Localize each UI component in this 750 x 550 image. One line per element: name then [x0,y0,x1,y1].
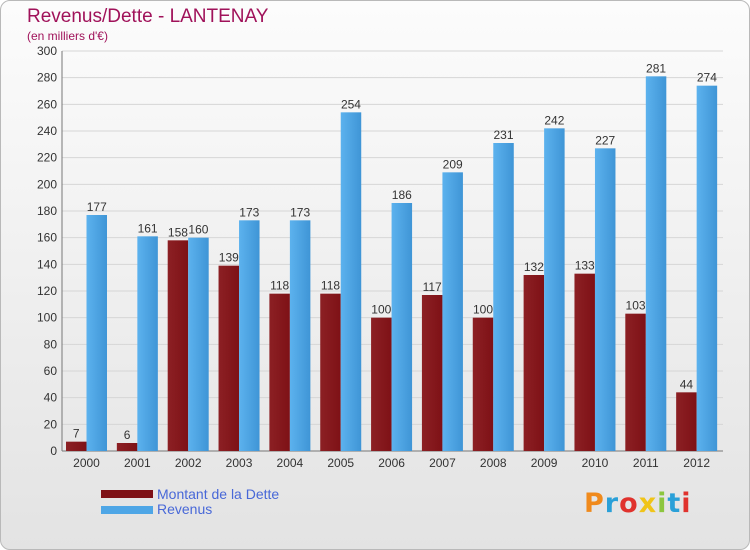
x-tick-label: 2008 [480,456,507,470]
data-label-debt: 132 [524,260,544,274]
data-label-revenue: 173 [290,205,310,219]
bar-debt [116,443,138,451]
legend-label-debt: Montant de la Dette [157,486,280,502]
legend-swatch-debt [101,490,153,498]
bar-debt [269,293,290,451]
x-tick-label: 2004 [277,456,304,470]
y-tick-label: 220 [37,151,57,165]
bar-debt [371,317,392,451]
x-tick-label: 2012 [683,456,710,470]
data-label-revenue: 177 [87,200,107,214]
bar-revenue [544,128,565,451]
bar-debt [472,317,494,451]
bar-revenue [696,85,718,452]
y-tick-label: 40 [44,391,58,405]
x-tick-label: 2009 [531,456,558,470]
data-label-revenue: 173 [239,205,259,219]
bar-revenue [86,215,107,451]
bar-debt [421,295,443,451]
data-label-revenue: 254 [341,97,361,111]
bar-revenue [594,148,616,452]
x-tick-label: 2001 [124,456,151,470]
data-label-debt: 7 [73,427,80,441]
data-label-revenue: 227 [595,133,615,147]
y-tick-label: 160 [37,231,57,245]
x-tick-label: 2003 [226,456,253,470]
data-label-debt: 100 [371,303,391,317]
chart-subtitle: (en milliers d'€) [27,29,108,43]
data-label-debt: 158 [168,225,188,239]
bar-revenue [239,220,260,451]
data-label-revenue: 231 [494,128,514,142]
y-tick-label: 180 [37,204,57,218]
data-label-revenue: 274 [697,71,717,85]
y-tick-label: 100 [37,311,57,325]
bar-revenue [137,236,158,451]
y-tick-label: 120 [37,284,57,298]
bar-revenue [442,172,463,452]
data-label-debt: 118 [321,279,340,293]
bar-debt [676,392,697,451]
bar-debt [218,265,240,451]
data-label-debt: 118 [270,279,289,293]
chart-title: Revenus/Dette - LANTENAY [27,6,269,27]
bar-debt [320,293,341,451]
data-label-revenue: 209 [443,157,463,171]
x-tick-label: 2006 [378,456,405,470]
x-tick-label: 2007 [429,456,456,470]
data-label-revenue: 242 [544,113,564,127]
bar-debt [66,441,87,451]
data-label-debt: 139 [219,251,239,265]
x-tick-label: 2002 [175,456,202,470]
y-tick-label: 20 [44,417,58,431]
proxiti-logo: Proxiti [584,488,692,519]
data-label-debt: 6 [124,428,131,442]
y-tick-label: 260 [37,97,57,111]
bar-revenue [645,76,667,451]
data-label-debt: 44 [680,377,694,391]
data-label-revenue: 186 [392,188,412,202]
bar-revenue [493,143,514,451]
data-label-revenue: 161 [138,221,158,235]
y-tick-label: 280 [37,71,57,85]
bar-debt [523,275,545,451]
y-tick-label: 0 [50,444,57,458]
data-label-revenue: 281 [646,61,666,75]
y-tick-label: 60 [44,364,58,378]
x-tick-label: 2005 [327,456,354,470]
bar-revenue [391,203,413,451]
legend-swatch-revenue [101,506,153,514]
bar-debt [167,240,189,451]
y-tick-label: 200 [37,177,57,191]
bar-revenue [188,237,209,451]
bar-revenue [289,220,311,451]
x-tick-label: 2000 [73,456,100,470]
data-label-debt: 100 [473,303,493,317]
x-tick-label: 2010 [582,456,609,470]
legend-label-revenue: Revenus [157,501,213,517]
data-label-debt: 103 [626,299,646,313]
y-tick-label: 300 [37,44,57,58]
bar-revenue [340,112,362,451]
y-tick-label: 80 [44,337,58,351]
data-label-debt: 117 [423,280,442,294]
bar-debt [625,313,646,451]
data-label-debt: 133 [575,259,595,273]
data-label-revenue: 160 [188,223,208,237]
y-tick-label: 240 [37,124,57,138]
bar-debt [574,273,595,451]
x-tick-label: 2011 [633,456,659,470]
y-tick-label: 140 [37,257,57,271]
